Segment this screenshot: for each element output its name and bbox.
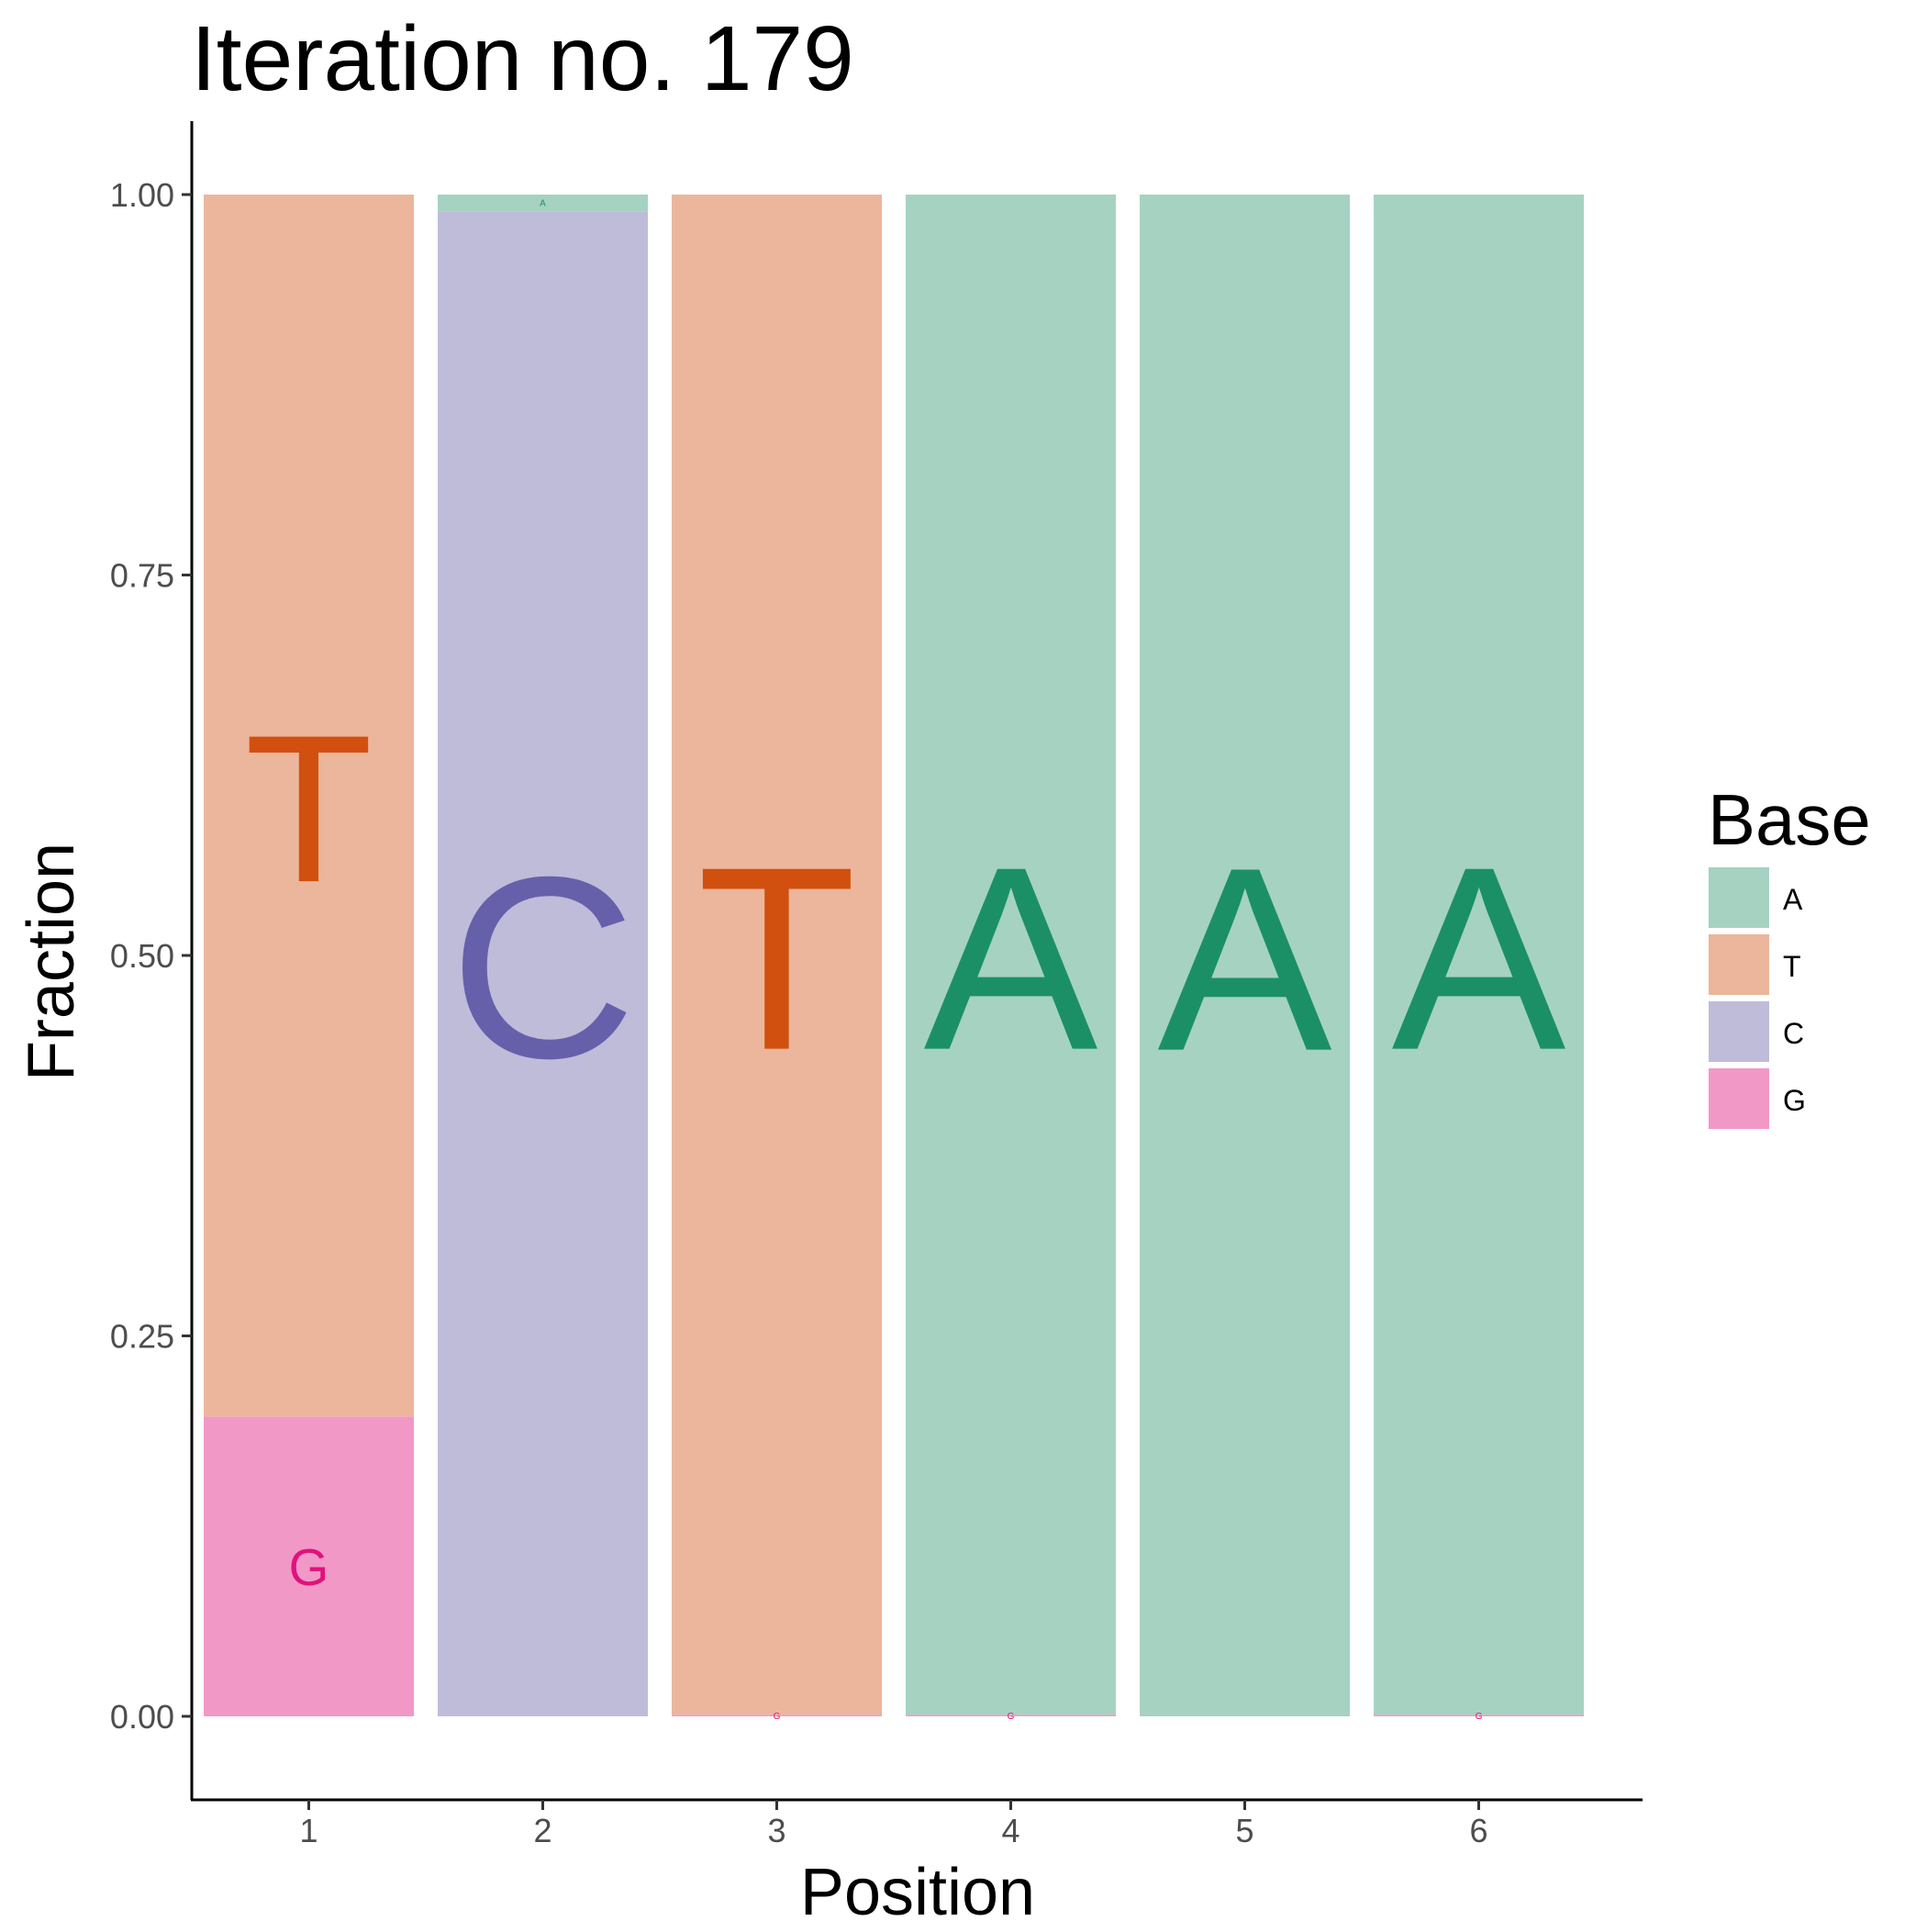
x-tick-label: 5 [1235,1812,1253,1849]
x-tick-label: 2 [533,1812,551,1849]
legend-title: Base [1708,779,1871,860]
legend-label-C: C [1783,1017,1804,1050]
base-letter-pos6-G: G [1476,1712,1483,1722]
y-tick-label: 0.00 [110,1698,174,1736]
y-axis-label: Fraction [15,843,88,1081]
bar-segment-pos6-G [1374,1714,1584,1716]
legend-key-C [1709,1001,1769,1062]
bar-segment-pos6-A [1374,195,1584,1715]
x-ticks: 1 2 3 4 5 6 [299,1800,1488,1849]
base-letter-pos1-G: G [289,1538,329,1596]
bar-segment-pos1-T [204,195,414,1417]
legend: Base A T C G [1708,779,1871,1129]
bar-segment-pos3-G [672,1714,882,1716]
x-tick-label: 6 [1469,1812,1487,1849]
bar-segment-pos2-C [438,211,648,1716]
legend-label-T: T [1783,950,1801,983]
bar-segment-pos5-A [1140,195,1350,1716]
bar-segment-pos2-A [438,195,648,212]
base-letter-pos4-A: A [924,813,1099,1105]
bar-segment-pos4-A [906,195,1116,1715]
legend-label-G: G [1783,1084,1806,1117]
base-letter-pos2-C: C [450,823,637,1112]
y-ticks: 0.00 0.25 0.50 0.75 1.00 [110,176,192,1736]
x-tick-label: 4 [1001,1812,1019,1849]
legend-key-A [1709,867,1769,928]
base-letter-pos2-A: A [540,199,546,209]
bar-segment-pos1-G [204,1416,414,1716]
y-tick-label: 0.75 [110,557,174,595]
y-tick-label: 0.50 [110,937,174,975]
base-letter-pos1-T: T [245,692,373,926]
chart-title: Iteration no. 179 [191,7,854,110]
legend-key-T [1709,934,1769,995]
y-tick-label: 1.00 [110,176,174,214]
x-axis-label: Position [800,1856,1035,1927]
y-tick-label: 0.25 [110,1318,174,1356]
bars-layer [204,195,1584,1716]
x-tick-label: 3 [767,1812,785,1849]
base-letter-pos3-T: T [697,813,857,1105]
base-letter-pos3-G: G [774,1712,781,1722]
bar-segment-pos3-T [672,195,882,1715]
x-tick-label: 1 [299,1812,317,1849]
legend-label-A: A [1783,883,1803,916]
bar-segment-pos4-G [906,1714,1116,1716]
base-letter-pos6-A: A [1392,813,1567,1105]
legend-items: A T C G [1709,867,1806,1129]
base-letter-pos5-A: A [1157,814,1332,1106]
legend-key-G [1709,1068,1769,1129]
base-letter-pos4-G: G [1008,1712,1015,1722]
